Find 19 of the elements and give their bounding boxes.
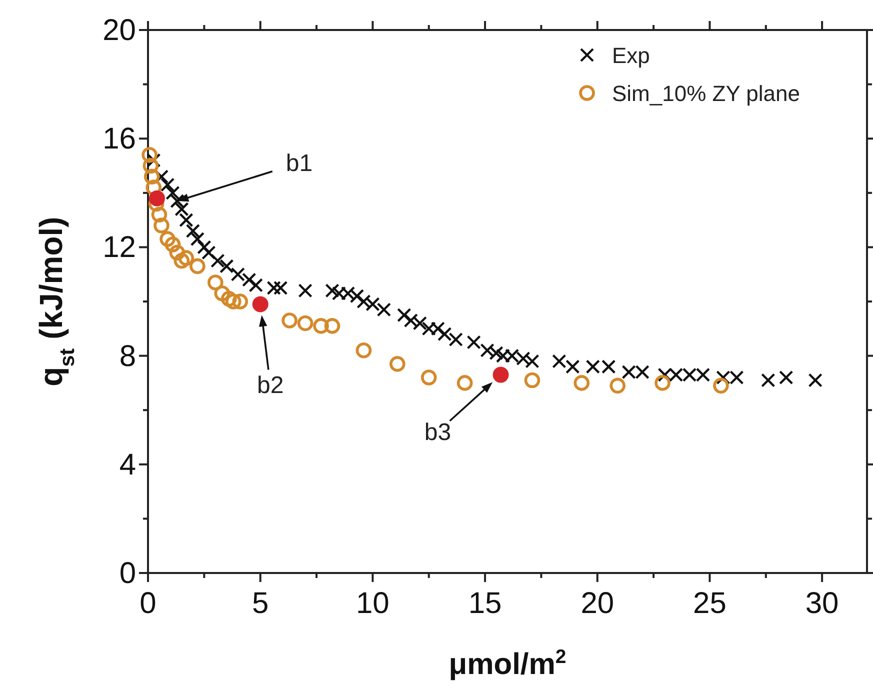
- x-axis-title: μmol/m$^{2}$: [448, 646, 566, 681]
- x-tick-label: 5: [252, 587, 269, 620]
- x-tick-label: 25: [693, 587, 726, 620]
- annotation: b2: [256, 372, 284, 400]
- x-tick-label: 0: [140, 587, 156, 620]
- y-tick-label: 16: [102, 122, 136, 156]
- x-tick-label: 15: [468, 587, 502, 620]
- x-tick-label: 30: [805, 587, 839, 620]
- legend-label: Sim_10% ZY plane: [612, 81, 800, 106]
- x-tick-label: 20: [580, 587, 614, 620]
- y-tick-label: 4: [119, 448, 136, 482]
- legend-label: Exp: [612, 43, 650, 68]
- y-tick-label: 8: [119, 340, 136, 373]
- x-tick-label: 10: [356, 587, 390, 620]
- annotation: b1: [286, 150, 313, 178]
- y-tick-label: 0: [119, 557, 136, 590]
- y-tick-label: 12: [102, 231, 136, 264]
- annotation: b3: [424, 418, 452, 446]
- y-tick-label: 20: [102, 14, 136, 47]
